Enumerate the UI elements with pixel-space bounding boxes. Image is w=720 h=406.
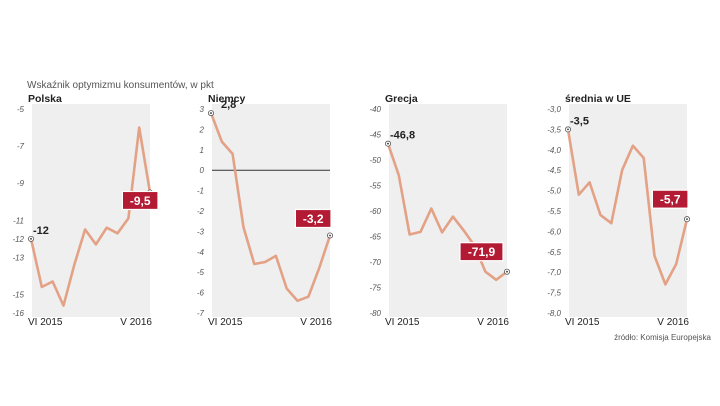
panel-polska: Polska-5 -7 -9 -11 -12 -13 -15 -16 VI 2015 V 2016… xyxy=(12,93,159,328)
panel-title: Niemcy xyxy=(208,93,246,105)
series-line xyxy=(566,128,689,286)
x-label-start: VI 2015 xyxy=(565,317,600,328)
x-label-end: V 2016 xyxy=(657,317,689,328)
y-tick-label: -5 xyxy=(17,105,25,114)
y-tick-label: -15 xyxy=(12,290,24,299)
y-tick-label: -4,0 xyxy=(547,146,561,155)
y-tick-label: -6 xyxy=(197,289,205,298)
y-tick-label: -65 xyxy=(369,233,381,242)
y-tick-label: -50 xyxy=(369,156,381,165)
y-tick-label: -4 xyxy=(197,248,205,257)
y-tick-label: -5 xyxy=(197,268,205,277)
panel-grecja: Grecja -40 -45 -50 -55 -60 -65 -70 -75 -80 VI 2015… xyxy=(369,93,510,328)
plot-background xyxy=(389,104,507,317)
end-value-badge xyxy=(651,189,689,209)
y-tick-label: -7,0 xyxy=(547,268,561,277)
x-label-start: VI 2015 xyxy=(385,317,420,328)
y-tick-label: 2 xyxy=(199,125,205,134)
x-label-start: VI 2015 xyxy=(28,317,63,328)
y-tick-label: 0 xyxy=(200,166,205,175)
y-tick-label: -7,5 xyxy=(547,289,561,298)
y-tick-label: 1 xyxy=(200,146,204,155)
panel-title: Polska xyxy=(28,93,62,105)
data-point-center xyxy=(329,234,331,237)
start-value-label: -3,5 xyxy=(570,115,589,127)
data-point-center xyxy=(210,112,212,114)
end-value-label: -3,2 xyxy=(303,212,324,226)
y-tick-label: -40 xyxy=(369,105,381,114)
y-tick-label: -3 xyxy=(197,227,205,236)
panel-title: Grecja xyxy=(385,93,418,105)
y-tick-label: 3 xyxy=(200,105,205,114)
y-tick-label: -60 xyxy=(369,207,381,216)
y-tick-label: -11 xyxy=(13,216,24,225)
end-value-badge xyxy=(294,208,332,229)
chart-subtitle: Wskaźnik optymizmu konsumentów, w pkt xyxy=(27,80,214,91)
data-point-center xyxy=(686,218,688,221)
y-tick-label: -1 xyxy=(197,187,204,196)
y-tick-label: -45 xyxy=(369,131,381,140)
y-tick-label: -80 xyxy=(369,309,381,318)
data-point-center xyxy=(30,237,32,240)
y-tick-label: -12 xyxy=(12,235,24,244)
start-value-label: -46,8 xyxy=(390,130,415,142)
x-label-start: VI 2015 xyxy=(208,317,243,328)
y-tick-label: -55 xyxy=(369,182,381,191)
y-tick-label: -2 xyxy=(197,207,205,216)
start-value-label: -12 xyxy=(33,225,49,237)
end-value-label: -5,7 xyxy=(660,193,681,207)
x-label-end: V 2016 xyxy=(477,317,509,328)
y-tick-label: -3,0 xyxy=(547,105,561,114)
series-line xyxy=(386,142,509,282)
y-tick-label: -70 xyxy=(369,258,381,267)
y-tick-label: -13 xyxy=(12,253,24,262)
y-tick-label: -6,5 xyxy=(547,248,561,257)
data-point-center xyxy=(567,128,569,131)
x-label-end: V 2016 xyxy=(300,317,332,328)
plot-background xyxy=(32,104,150,317)
y-tick-label: -4,5 xyxy=(547,166,561,175)
y-tick-label: -75 xyxy=(369,284,381,293)
end-value-label: -9,5 xyxy=(130,194,151,208)
end-value-badge xyxy=(121,190,159,211)
chart-source: źródło: Komisja Europejska xyxy=(614,333,711,342)
y-tick-label: -7 xyxy=(197,309,205,318)
panel-title: średnia w UE xyxy=(565,93,631,105)
panel-srednia-ue: średnia w UE -3,0 -3,5 -4,0 -4,5 -5,0 -5,5 -6,0… xyxy=(547,93,690,328)
end-value-label: -71,9 xyxy=(468,245,496,259)
y-tick-label: -5,5 xyxy=(547,207,561,216)
y-tick-label: -7 xyxy=(17,142,25,151)
plot-background xyxy=(569,104,687,317)
y-tick-label: -6,0 xyxy=(547,227,561,236)
y-tick-label: -9 xyxy=(17,179,25,188)
series-line xyxy=(209,111,332,303)
data-point-center xyxy=(387,142,389,145)
y-tick-label: -16 xyxy=(12,309,24,318)
y-tick-label: -5,0 xyxy=(547,187,561,196)
data-point-center xyxy=(506,270,508,273)
y-tick-label: -3,5 xyxy=(547,125,561,134)
y-tick-label: -8,0 xyxy=(547,309,561,318)
start-value-label: 2,8 xyxy=(221,99,236,111)
end-value-badge xyxy=(459,242,504,262)
x-label-end: V 2016 xyxy=(120,317,152,328)
